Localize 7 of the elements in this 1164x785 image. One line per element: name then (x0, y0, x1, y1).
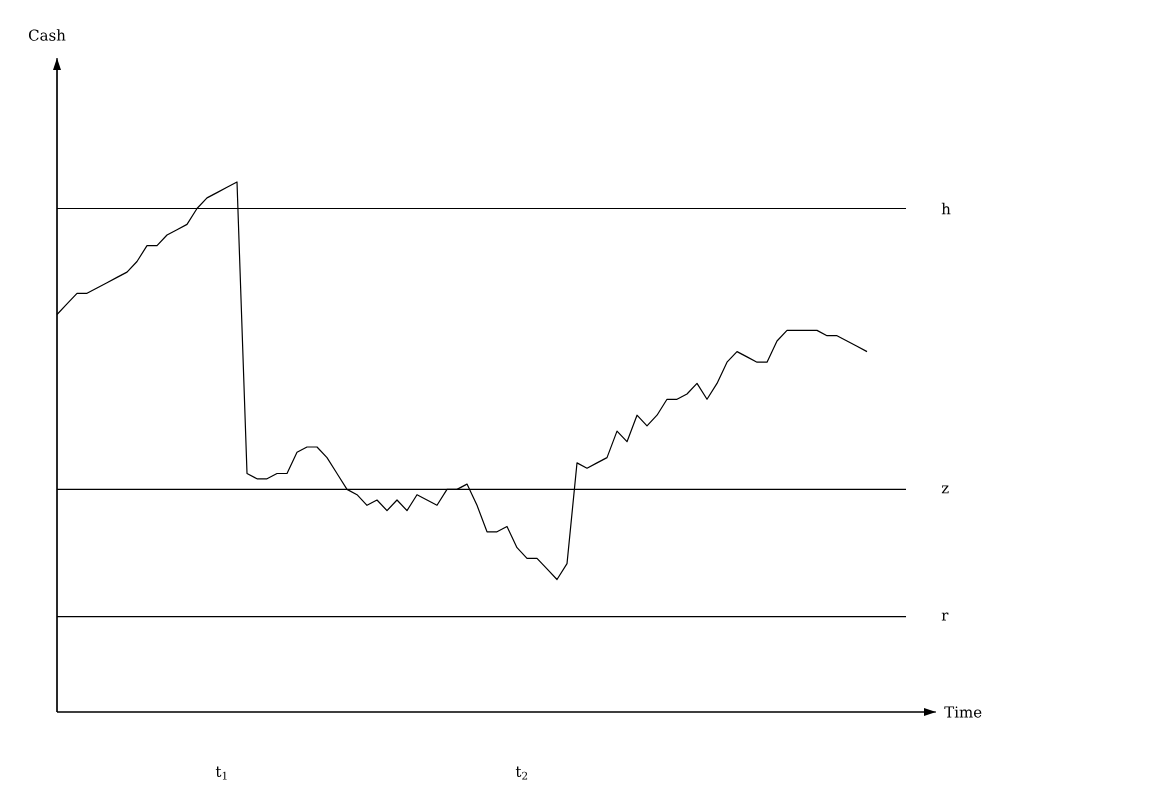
text: Cash (28, 29, 66, 42)
ref-line-label: h (941, 203, 951, 215)
ref-line-label: z (941, 485, 949, 494)
x-axis-title: Time (944, 706, 982, 718)
ref-line-label: r (941, 612, 949, 621)
text: t$_{1}$ (215, 766, 227, 780)
text: t$_{2}$ (515, 766, 528, 780)
